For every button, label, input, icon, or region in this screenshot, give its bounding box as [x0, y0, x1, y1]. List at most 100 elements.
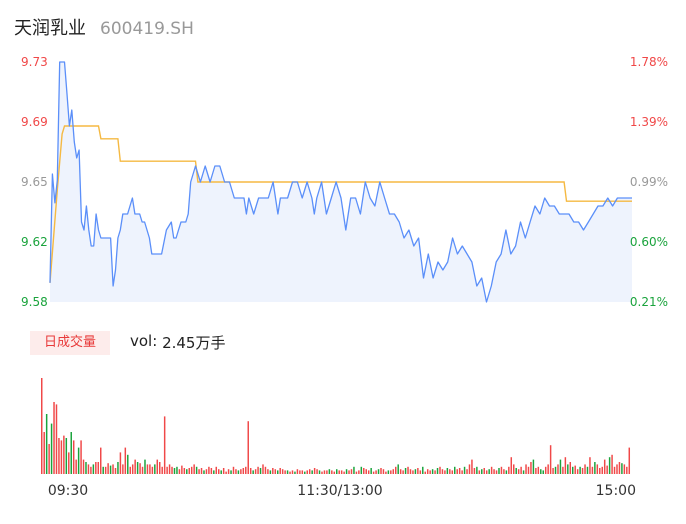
volume-bar — [230, 470, 232, 474]
volume-bar — [144, 459, 146, 474]
volume-bar — [456, 469, 458, 474]
volume-bar — [218, 469, 220, 474]
volume-bar — [426, 469, 429, 474]
volume-bar — [441, 469, 444, 474]
volume-bar — [70, 432, 72, 474]
volume-bar — [395, 466, 397, 474]
volume-bar — [289, 471, 291, 474]
volume-bar — [156, 459, 159, 474]
volume-bar — [372, 471, 375, 474]
volume-bar — [446, 468, 449, 474]
volume-bar — [390, 470, 392, 474]
volume-bar — [200, 468, 203, 474]
volume-bar — [591, 466, 594, 474]
volume-bar — [338, 470, 340, 474]
volume-bar — [527, 466, 530, 474]
volume-bar — [257, 466, 259, 474]
volume-bar — [552, 468, 554, 474]
volume-bar — [198, 469, 200, 474]
volume-bar — [375, 470, 377, 474]
volume-bar — [380, 468, 382, 474]
volume-bar — [208, 466, 210, 474]
volume-bar — [87, 464, 90, 474]
volume-bar — [363, 468, 365, 474]
volume-bar — [513, 464, 515, 474]
average-line-layer — [49, 125, 632, 283]
volume-bar — [306, 470, 308, 474]
volume-bar — [579, 466, 581, 474]
volume-bar — [264, 466, 267, 474]
volume-bar — [159, 462, 161, 474]
volume-bar — [92, 464, 95, 474]
volume-bar — [151, 466, 154, 474]
volume-bar — [399, 469, 402, 474]
volume-bar — [77, 447, 80, 474]
volume-bar — [316, 469, 318, 474]
volume-bar — [109, 465, 112, 474]
volume-bar — [572, 466, 574, 474]
volume-bar — [122, 464, 124, 474]
volume-bar — [476, 466, 478, 474]
volume-bar — [431, 469, 434, 474]
volume-bar — [195, 466, 198, 474]
volume-bar — [203, 470, 205, 474]
volume-bar — [343, 471, 345, 474]
stock-name: 天润乳业 — [14, 18, 86, 39]
y-left-tick-label: 9.65 — [21, 175, 48, 189]
volume-bar — [304, 471, 306, 474]
volume-bar — [407, 466, 409, 474]
volume-bar — [559, 459, 562, 474]
volume-bar — [522, 470, 525, 474]
volume-bar — [237, 470, 240, 474]
volume-bar — [190, 466, 193, 474]
volume-bar — [262, 464, 264, 474]
volume-bar — [139, 463, 141, 474]
volume-bar — [449, 469, 451, 474]
volume-bar — [623, 464, 626, 474]
volume-bar — [222, 468, 225, 474]
volume-bar — [168, 464, 171, 474]
volume-bar — [127, 454, 129, 474]
volume-bar — [409, 469, 412, 474]
volume-bar — [176, 466, 178, 474]
volume-bar — [252, 470, 254, 474]
volume-bar — [186, 469, 188, 474]
average-price-line — [49, 125, 632, 283]
volume-bar — [215, 466, 218, 474]
volume-bar — [365, 469, 367, 474]
volume-bar — [247, 421, 249, 474]
volume-bar — [240, 469, 242, 474]
volume-bar — [259, 468, 262, 474]
volume-bar — [508, 466, 510, 474]
x-axis: 09:30 11:30/13:00 15:00 — [48, 483, 636, 499]
volume-tab[interactable]: 日成交量 — [30, 331, 110, 355]
volume-bar — [75, 459, 77, 474]
volume-bar — [626, 466, 628, 474]
volume-bar — [178, 469, 181, 474]
volume-bar — [136, 462, 139, 474]
volume-bar — [392, 469, 395, 474]
volume-bar — [301, 470, 304, 474]
volume-bar — [267, 469, 269, 474]
volume-bar — [350, 469, 353, 474]
volume-bar — [599, 468, 601, 474]
volume-bar — [272, 468, 274, 474]
volume-bar — [232, 466, 235, 474]
volume-bar — [547, 464, 549, 474]
volume-bar — [63, 435, 65, 474]
y-right-tick-label: 1.39% — [630, 115, 668, 129]
volume-bar — [562, 466, 564, 474]
price-line — [49, 61, 632, 303]
volume-bar — [48, 444, 50, 474]
volume-bar — [45, 414, 48, 474]
volume-bar — [503, 469, 505, 474]
volume-bar — [220, 470, 222, 474]
y-axis-right: 1.78% 1.39% 0.99% 0.60% 0.21% — [630, 55, 668, 309]
volume-bar — [493, 469, 495, 474]
volume-bar — [471, 459, 473, 474]
volume-bar — [377, 469, 380, 474]
volume-bar — [589, 457, 591, 474]
volume-bar — [367, 470, 370, 474]
x-tick-label: 09:30 — [48, 483, 88, 499]
